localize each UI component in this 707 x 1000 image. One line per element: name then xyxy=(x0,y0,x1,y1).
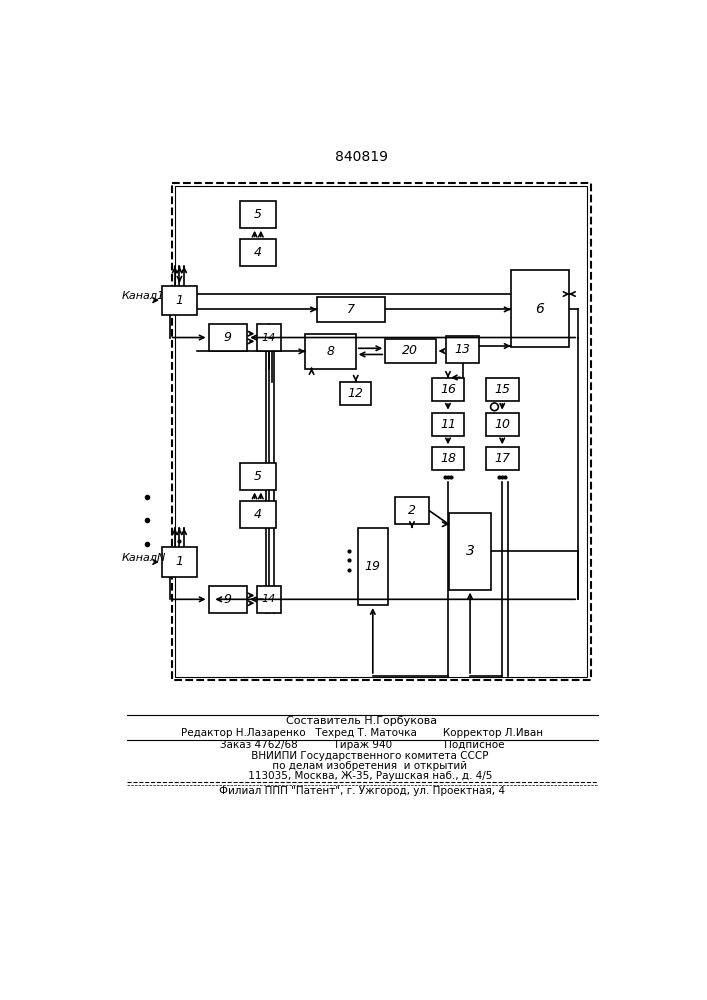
Text: 840819: 840819 xyxy=(335,150,388,164)
Bar xyxy=(172,183,590,680)
Bar xyxy=(385,339,436,363)
Bar xyxy=(209,324,247,351)
Bar xyxy=(240,201,276,228)
Text: 1: 1 xyxy=(175,294,183,307)
Bar xyxy=(432,413,464,436)
Bar xyxy=(510,270,569,347)
Circle shape xyxy=(491,403,498,411)
Bar xyxy=(257,586,281,613)
Bar xyxy=(449,513,491,590)
Bar xyxy=(395,497,429,524)
Text: 15: 15 xyxy=(494,383,510,396)
Text: 8: 8 xyxy=(327,345,334,358)
Text: 13: 13 xyxy=(455,343,471,356)
Bar xyxy=(340,382,371,405)
Text: КаналN: КаналN xyxy=(122,553,166,563)
Text: 4: 4 xyxy=(254,508,262,521)
Text: 1: 1 xyxy=(175,555,183,568)
Bar xyxy=(240,239,276,266)
Bar xyxy=(162,286,197,315)
Text: Заказ 4762/68           Тираж 940                Подписное: Заказ 4762/68 Тираж 940 Подписное xyxy=(220,740,504,750)
Text: 19: 19 xyxy=(365,560,381,573)
Text: 17: 17 xyxy=(494,452,510,465)
Text: 5: 5 xyxy=(254,470,262,483)
Text: 9: 9 xyxy=(224,331,232,344)
Text: 14: 14 xyxy=(262,594,276,604)
Text: 9: 9 xyxy=(224,593,232,606)
Text: Филиал ППП "Патент", г. Ужгород, ул. Проектная, 4: Филиал ППП "Патент", г. Ужгород, ул. Про… xyxy=(219,786,505,796)
Text: 3: 3 xyxy=(466,544,474,558)
Text: 113035, Москва, Ж-35, Раушская наб., д. 4/5: 113035, Москва, Ж-35, Раушская наб., д. … xyxy=(232,771,492,781)
Text: 12: 12 xyxy=(348,387,363,400)
Bar xyxy=(486,378,518,401)
Text: 11: 11 xyxy=(440,418,456,431)
Bar xyxy=(240,463,276,490)
Bar xyxy=(162,547,197,577)
Text: ВНИИПИ Государственного комитета СССР: ВНИИПИ Государственного комитета СССР xyxy=(235,751,489,761)
Bar xyxy=(486,447,518,470)
Text: 20: 20 xyxy=(402,344,419,358)
Text: 7: 7 xyxy=(347,303,355,316)
Bar xyxy=(175,186,588,677)
Text: Составитель Н.Горбукова: Составитель Н.Горбукова xyxy=(286,716,438,726)
Text: 18: 18 xyxy=(440,452,456,465)
Text: 10: 10 xyxy=(494,418,510,431)
Text: 5: 5 xyxy=(254,208,262,221)
Bar xyxy=(240,501,276,528)
Bar xyxy=(305,334,356,369)
Bar xyxy=(257,324,281,351)
Text: 16: 16 xyxy=(440,383,456,396)
Text: 4: 4 xyxy=(254,246,262,259)
Text: 14: 14 xyxy=(262,333,276,343)
Bar xyxy=(446,336,479,363)
Bar xyxy=(432,378,464,401)
Bar xyxy=(209,586,247,613)
Text: по делам изобретения  и открытий: по делам изобретения и открытий xyxy=(257,761,467,771)
Text: 6: 6 xyxy=(535,302,544,316)
Bar xyxy=(317,297,385,322)
Text: 2: 2 xyxy=(408,504,416,517)
Bar xyxy=(358,528,387,605)
Text: Редактор Н.Лазаренко   Техред Т. Маточка        Корректор Л.Иван: Редактор Н.Лазаренко Техред Т. Маточка К… xyxy=(181,728,543,738)
Bar xyxy=(486,413,518,436)
Bar xyxy=(432,447,464,470)
Text: Канал1: Канал1 xyxy=(122,291,165,301)
